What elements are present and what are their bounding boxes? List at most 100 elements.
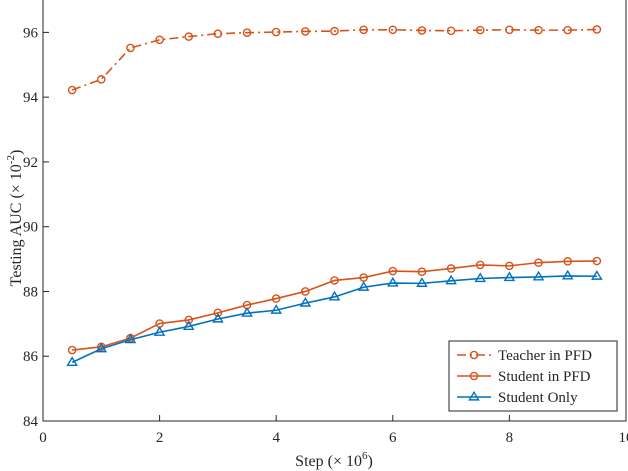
legend-item: Teacher in PFD	[457, 348, 592, 364]
legend-label: Student in PFD	[498, 369, 591, 385]
data-point	[330, 276, 339, 285]
data-point	[301, 287, 310, 296]
legend-items: Teacher in PFD Student in PFD Student Only	[457, 348, 592, 406]
legend-marker	[469, 371, 479, 381]
data-point	[445, 274, 457, 285]
data-point	[561, 269, 574, 280]
legend-label: Student Only	[498, 390, 578, 406]
plot-area: 0 2 4 6 8 10 84 86 88 90 92 94 96	[23, 0, 628, 446]
data-point	[126, 43, 135, 53]
data-point	[505, 261, 514, 271]
series-layer	[66, 25, 603, 366]
data-point	[474, 272, 487, 283]
y-axis-ticks: 84 86 88 90 92 94 96	[23, 25, 49, 430]
y-tick-label: 90	[23, 220, 38, 236]
y-axis-label-prefix: Testing AUC (	[8, 193, 25, 286]
y-axis-label: Testing AUC (× 10-2)	[5, 150, 25, 287]
data-point	[563, 257, 573, 266]
x-axis-label-suffix: )	[367, 453, 372, 470]
data-point	[182, 320, 195, 331]
data-point	[212, 312, 224, 323]
data-point	[591, 270, 603, 280]
data-point	[66, 356, 78, 366]
x-tick-label: 8	[506, 430, 514, 446]
y-tick-label: 88	[23, 284, 38, 300]
data-point	[330, 26, 339, 36]
data-point	[475, 260, 485, 270]
data-point	[67, 345, 77, 355]
data-point	[184, 315, 194, 325]
legend-marker	[468, 390, 480, 401]
data-point	[213, 29, 223, 38]
x-axis-label-times: ×	[333, 453, 342, 470]
series-line	[71, 28, 597, 91]
series-3	[66, 269, 603, 366]
data-point	[388, 266, 398, 276]
data-point	[446, 26, 456, 36]
series-line	[71, 275, 597, 364]
data-point	[505, 25, 514, 35]
data-point	[301, 27, 310, 36]
data-point	[417, 26, 427, 35]
x-tick-label: 6	[389, 430, 397, 446]
x-tick-label: 4	[272, 430, 280, 446]
series-1	[67, 25, 602, 95]
axes-box	[42, 0, 627, 422]
data-point	[592, 256, 602, 266]
legend: Teacher in PFD Student in PFD Student Only	[448, 340, 618, 412]
x-tick-label: 2	[156, 430, 164, 446]
data-point	[503, 271, 516, 282]
y-axis-label-base: 10	[8, 164, 25, 180]
data-point	[97, 75, 106, 84]
data-point	[475, 25, 485, 35]
legend-marker	[469, 350, 479, 360]
legend-item: Student in PFD	[457, 369, 591, 385]
x-axis-label-exponent: 6	[362, 450, 368, 462]
series-2	[67, 256, 602, 355]
data-point	[95, 342, 108, 353]
data-point	[592, 25, 602, 34]
data-point	[67, 85, 77, 95]
y-tick-label: 84	[23, 414, 39, 430]
data-point	[124, 333, 137, 344]
data-point	[446, 264, 456, 273]
x-tick-label: 10	[619, 430, 628, 446]
data-point	[357, 281, 370, 291]
x-axis-label: Step (× 106)	[295, 450, 373, 470]
data-point	[299, 296, 312, 307]
series-line	[72, 260, 597, 351]
data-point	[328, 290, 341, 301]
data-point	[359, 25, 368, 35]
x-axis-label-base: 10	[346, 453, 362, 470]
data-point	[271, 294, 281, 303]
y-tick-label: 94	[23, 90, 39, 106]
data-point	[241, 306, 253, 317]
x-tick-label: 0	[39, 430, 47, 446]
y-axis-label-suffix: )	[8, 150, 25, 155]
data-point	[271, 27, 281, 37]
y-tick-label: 96	[23, 25, 39, 41]
data-point	[534, 25, 543, 35]
data-point	[417, 267, 427, 277]
legend-label: Teacher in PFD	[498, 348, 592, 364]
data-point	[153, 326, 166, 336]
x-axis-label-prefix: Step (	[295, 453, 333, 470]
data-point	[534, 258, 543, 267]
data-point	[155, 35, 164, 45]
data-point	[387, 276, 399, 287]
data-point	[242, 28, 252, 38]
data-point	[184, 32, 194, 41]
y-axis-label-exponent: -2	[5, 155, 17, 164]
data-point	[270, 304, 282, 314]
y-axis-label-times: ×	[8, 184, 25, 193]
data-point	[563, 25, 573, 35]
legend-item: Student Only	[457, 390, 578, 406]
data-point	[388, 25, 398, 35]
data-point	[416, 277, 428, 287]
y-tick-label: 86	[23, 349, 39, 365]
x-axis-ticks: 0 2 4 6 8 10	[39, 415, 628, 446]
data-point	[532, 270, 545, 281]
data-point	[213, 308, 223, 318]
y-tick-label: 92	[23, 155, 38, 171]
